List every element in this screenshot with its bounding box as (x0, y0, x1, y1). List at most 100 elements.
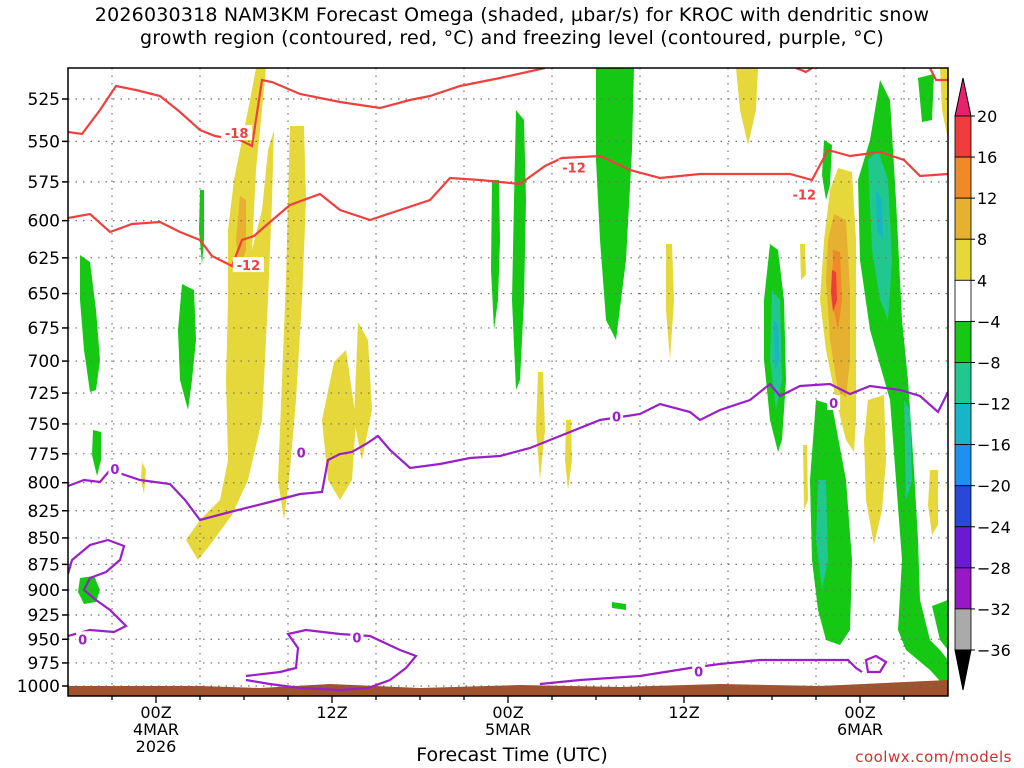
contour-label-bg (558, 159, 590, 175)
y-tick-label: 750 (28, 415, 60, 435)
omega-area-orange (832, 250, 842, 330)
colorbar-label: −32 (977, 600, 1011, 619)
contour-label: -12 (562, 162, 586, 177)
contour-label-bg (610, 408, 624, 424)
y-tick-label: 800 (28, 474, 60, 494)
contour-label: 0 (694, 665, 703, 680)
omega-area-green (80, 255, 100, 392)
colorbar-segment (954, 403, 972, 446)
omega-area-yellow (736, 68, 758, 145)
colorbar-label: −16 (977, 436, 1011, 455)
omega-area-yellow (141, 462, 146, 494)
omega-area-yellow (278, 126, 306, 520)
omega-area-green (596, 68, 634, 340)
omega-area-green (918, 74, 934, 122)
y-tick-label: 850 (28, 529, 60, 549)
x-tick-label: 6MAR (837, 720, 883, 739)
colorbar-label: 12 (977, 189, 997, 208)
colorbar-label: −28 (977, 559, 1011, 578)
y-tick-label: 950 (28, 630, 60, 650)
x-tick-label: 12Z (668, 703, 699, 722)
x-tick-label: 5MAR (485, 720, 531, 739)
omega-area-yellow (800, 244, 806, 280)
colorbar-label: −8 (977, 353, 1001, 372)
omega-area-green (512, 110, 526, 390)
freezing-level-lower-left (68, 538, 128, 638)
contour-label-bg (76, 631, 90, 647)
y-tick-label: 825 (28, 502, 60, 522)
contour-label-bg (232, 257, 264, 273)
omega-area-yellow (354, 322, 372, 460)
colorbar-segment (954, 567, 972, 610)
colorbar-label: −20 (977, 477, 1011, 496)
contour-label-bg (692, 663, 706, 679)
y-tick-label: 925 (28, 606, 60, 626)
y-tick-label: 1000 (17, 677, 60, 697)
contour-label: -12 (237, 259, 261, 274)
colorbar-segment (954, 197, 972, 240)
colorbar-label: −12 (977, 395, 1011, 414)
omega-area-green (612, 602, 626, 610)
y-tick-label: 650 (28, 285, 60, 305)
omega-area-yellow (565, 420, 572, 490)
freezing-contours (68, 382, 948, 692)
y-tick-label: 900 (28, 581, 60, 601)
y-tick-label: 575 (28, 173, 60, 193)
colorbar-segment (954, 320, 972, 363)
x-tick-label: 00Z (844, 703, 875, 722)
y-axis: 525 550 575 600 625 650 675 700 725 750 775 800 825 8… (17, 90, 68, 697)
colorbar-segment (954, 485, 972, 528)
omega-area-yellow (940, 68, 948, 140)
colorbar-label: 8 (977, 230, 987, 249)
x-tick-label: 4MAR (133, 720, 179, 739)
omega-area-teal (904, 400, 912, 500)
freezing-level-lower-center (245, 628, 418, 692)
y-tick-label: 875 (28, 555, 60, 575)
freezing-level-loop (864, 654, 888, 674)
y-tick-label: 775 (28, 445, 60, 465)
site-credit[interactable]: coolwx.com/models (855, 748, 1012, 766)
plot-area (68, 68, 948, 696)
omega-area-green (78, 576, 100, 604)
omega-shading (78, 68, 948, 690)
omega-area-yellow (864, 395, 886, 545)
omega-area-green (932, 600, 948, 650)
contour-label: 0 (110, 463, 119, 478)
freezing-level-lower-right (539, 658, 863, 686)
colorbar-label: 16 (977, 148, 997, 167)
colorbar-label: 4 (977, 271, 987, 290)
contour-label: 0 (352, 631, 361, 646)
omega-area-yellow (536, 372, 545, 480)
omega-area-green (491, 180, 500, 330)
chart-title: 2026030318 NAM3KM Forecast Omega (shaded… (0, 4, 1024, 50)
contour-minus18 (68, 68, 546, 148)
contour-label-bg (294, 444, 308, 460)
omega-area-yellow (928, 470, 938, 535)
x-tick-label: 12Z (316, 703, 347, 722)
contour-label: 0 (612, 411, 621, 426)
dendritic-contours (68, 68, 948, 268)
contour-minus12 (68, 148, 948, 268)
omega-area-yellow (322, 350, 356, 500)
omega-area-green (178, 284, 196, 410)
omega-area-cyan (876, 190, 883, 240)
freezing-level-main (68, 382, 948, 522)
omega-area-yellow (186, 68, 274, 560)
y-tick-label: 600 (28, 212, 60, 232)
omega-area-teal (816, 480, 828, 590)
colorbar-segment (954, 279, 972, 322)
y-tick-label: 725 (28, 384, 60, 404)
title-line-1: 2026030318 NAM3KM Forecast Omega (shaded… (94, 4, 930, 26)
colorbar-segment (954, 156, 972, 199)
contour-minus18-right (795, 68, 813, 74)
x-tick-label: 00Z (140, 703, 171, 722)
contour-label-bg (108, 460, 122, 476)
colorbar-segment (954, 238, 972, 281)
colorbar-label: −36 (977, 641, 1011, 660)
y-tick-label: 975 (28, 654, 60, 674)
omega-area-green (92, 430, 101, 476)
contour-label: -18 (225, 127, 249, 142)
omega-area-green (810, 400, 852, 645)
omega-area-green (199, 190, 204, 265)
